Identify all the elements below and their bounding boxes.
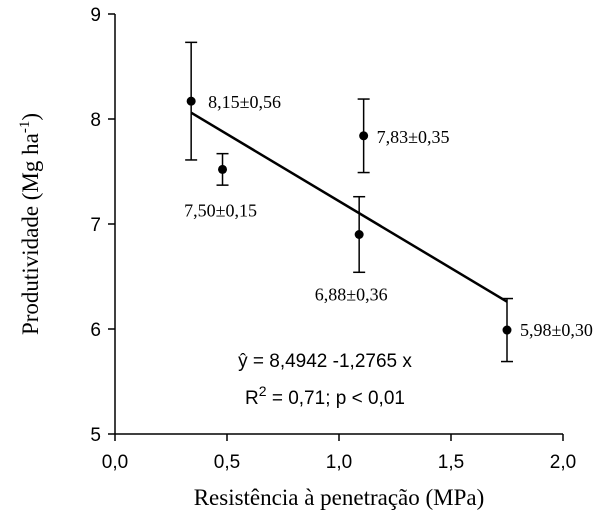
- y-tick-label: 9: [90, 5, 101, 26]
- regression-line: [190, 111, 508, 303]
- x-tick-label: 0,0: [102, 452, 128, 473]
- x-axis-title: Resistência à penetração (MPa): [194, 485, 485, 510]
- point-label: 5,98±0,30: [520, 320, 593, 340]
- r-squared-rest: = 0,71; p < 0,01: [267, 388, 405, 409]
- x-tick-label: 1,5: [438, 452, 464, 473]
- data-point: [359, 131, 369, 141]
- y-tick-label: 5: [90, 425, 101, 446]
- y-axis-title-end: ): [18, 113, 43, 121]
- x-tick-label: 2,0: [550, 452, 576, 473]
- data-point: [354, 230, 364, 239]
- x-tick-label: 0,5: [214, 452, 240, 473]
- data-point: [218, 164, 228, 174]
- r-squared-sup: 2: [259, 383, 267, 399]
- point-label: 7,50±0,15: [184, 200, 257, 220]
- point-label: 7,83±0,35: [377, 127, 450, 147]
- point-label: 6,88±0,36: [315, 285, 388, 305]
- marks: 8,15±0,56 7,50±0,15 7,83±0,35 6,88±0,36 5,98…: [184, 41, 593, 363]
- data-point: [186, 96, 196, 106]
- x-tick-label: 1,0: [326, 452, 352, 473]
- r-squared-r: R: [245, 388, 259, 409]
- data-point: [502, 325, 512, 335]
- ticks: 0,0 0,5 1,0 1,5 2,0 5 6 7 8 9: [90, 5, 576, 473]
- point-label: 8,15±0,56: [208, 92, 281, 112]
- y-axis-title-main: Produtividade (Mg ha: [18, 133, 43, 335]
- regression-equation: ŷ = 8,4942 -1,2765 x: [238, 351, 412, 372]
- y-axis-title-sup: -1: [17, 121, 33, 134]
- y-tick-label: 8: [90, 110, 101, 131]
- y-axis-title: Produtividade (Mg ha-1): [17, 113, 43, 335]
- y-tick-label: 7: [90, 215, 101, 236]
- r-squared-text: R2 = 0,71; p < 0,01: [245, 383, 405, 409]
- y-tick-label: 6: [90, 320, 101, 341]
